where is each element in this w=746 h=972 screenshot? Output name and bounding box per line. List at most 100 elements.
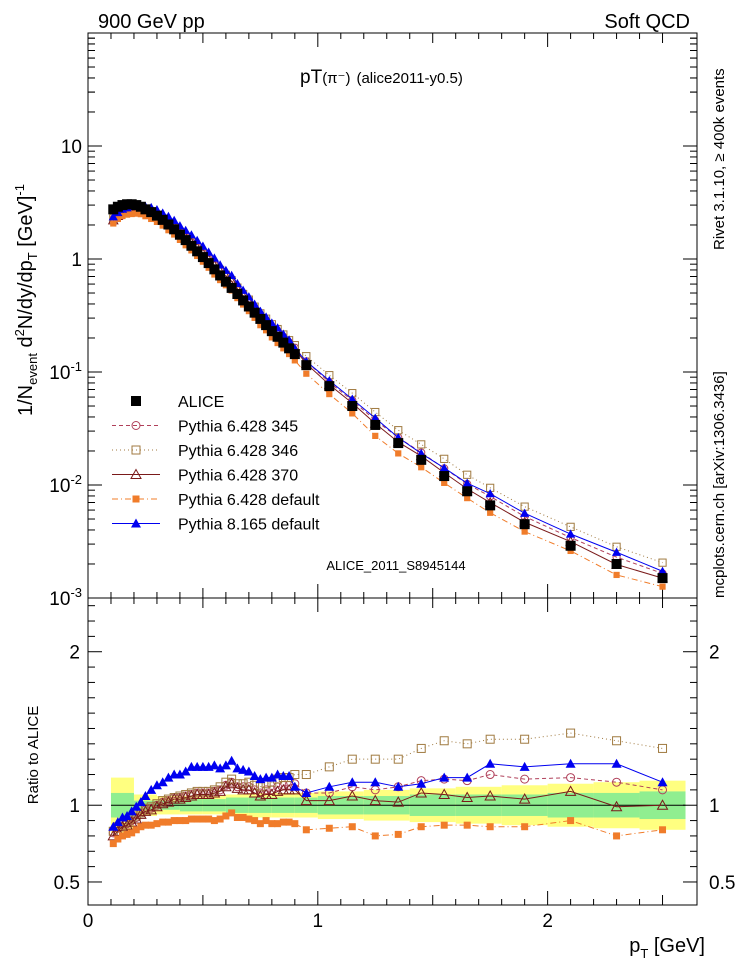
ratio-point-pdefault bbox=[222, 812, 230, 820]
ratio-point-p346 bbox=[566, 728, 576, 738]
ratio-point-pdefault bbox=[567, 817, 575, 825]
data-point-alice bbox=[255, 313, 266, 324]
legend-marker-p8 bbox=[131, 518, 141, 528]
data-point-pdefault bbox=[487, 509, 494, 516]
data-point-p8 bbox=[611, 547, 622, 556]
y-tick-label: 10 bbox=[61, 137, 82, 158]
main-frame bbox=[87, 32, 698, 599]
ratio-point-p345 bbox=[566, 773, 576, 783]
data-point-p8 bbox=[485, 489, 495, 498]
ratio-point-p345 bbox=[612, 777, 622, 787]
x-tick-label: 0 bbox=[83, 911, 94, 932]
data-point-p8 bbox=[462, 478, 472, 487]
legend-marker-p346 bbox=[131, 445, 141, 455]
ratio-point-pdefault bbox=[262, 817, 270, 825]
data-point-pdefault bbox=[142, 213, 149, 220]
ratio-point-p346 bbox=[250, 780, 260, 790]
ratio-point-pdefault bbox=[182, 817, 190, 825]
ratio-point-pdefault bbox=[325, 824, 333, 832]
data-point-p8 bbox=[657, 566, 668, 575]
legend: ALICE Pythia 6.428 345 Pythia 6.428 346 Pyt… bbox=[112, 394, 320, 534]
ratio-point-pdefault bbox=[348, 823, 356, 831]
ratio-point-p346 bbox=[612, 736, 622, 746]
ratio-point-p8 bbox=[272, 769, 283, 779]
data-point-p8 bbox=[520, 508, 530, 517]
legend-label-alice: ALICE bbox=[178, 394, 224, 411]
ratio-point-p346 bbox=[163, 794, 173, 804]
data-point-pdefault bbox=[182, 242, 189, 249]
ratio-point-p8 bbox=[112, 817, 123, 827]
data-point-pdefault bbox=[257, 322, 264, 329]
plot-title: pT(π⁻) (alice2011-y0.5) bbox=[300, 67, 463, 88]
ratio-point-pdefault bbox=[394, 830, 402, 838]
ratio-point-p370 bbox=[518, 793, 531, 804]
data-point-alice bbox=[140, 204, 151, 215]
ratio-point-p8 bbox=[565, 758, 576, 768]
legend-marker-p345 bbox=[131, 421, 141, 430]
ratio-point-p8 bbox=[146, 784, 157, 794]
legend-label-p8: Pythia 8.165 default bbox=[178, 517, 320, 534]
ratio-point-p8 bbox=[301, 787, 312, 797]
plot-title-main: pT bbox=[300, 67, 323, 88]
data-point-alice bbox=[238, 295, 249, 306]
data-point-alice bbox=[272, 331, 283, 342]
data-point-pdefault bbox=[613, 571, 620, 579]
ratio-point-p370 bbox=[197, 788, 209, 799]
ratio-point-p370 bbox=[484, 789, 497, 801]
ratio-point-p346 bbox=[238, 779, 248, 789]
ratio-point-p8 bbox=[657, 777, 668, 787]
y-tick-label: 10-1 bbox=[49, 359, 82, 384]
data-point-pdefault bbox=[159, 222, 166, 229]
ratio-point-p370 bbox=[125, 816, 138, 827]
ratio-point-p8 bbox=[220, 760, 231, 770]
header-right: Soft QCD bbox=[604, 11, 690, 33]
data-point-pdefault bbox=[659, 583, 666, 590]
data-point-alice bbox=[180, 235, 191, 246]
data-point-alice bbox=[370, 419, 381, 430]
ratio-point-p8 bbox=[439, 772, 450, 782]
ratio-point-p370 bbox=[438, 788, 451, 799]
data-point-alice bbox=[289, 349, 300, 360]
data-point-alice bbox=[519, 519, 530, 530]
ratio-point-p346 bbox=[462, 739, 472, 749]
ratio-point-p8 bbox=[174, 769, 185, 779]
ratio-point-p346 bbox=[227, 774, 237, 784]
ratio-point-p370 bbox=[168, 793, 181, 804]
ratio-point-p346 bbox=[301, 770, 311, 780]
ratio-point-p8 bbox=[209, 760, 220, 770]
data-point-p8 bbox=[347, 394, 357, 403]
data-point-pdefault bbox=[133, 210, 140, 217]
ratio-point-pdefault bbox=[123, 830, 131, 838]
ratio-point-pdefault bbox=[256, 820, 264, 828]
ratio-point-p345 bbox=[485, 770, 495, 780]
ratio-point-pdefault bbox=[216, 815, 224, 823]
ratio-point-p370 bbox=[151, 800, 163, 812]
ratio-point-pdefault bbox=[274, 820, 282, 828]
mcplots-side-label: mcplots.cern.ch [arXiv:1306.3436] bbox=[711, 371, 728, 598]
ratio-point-p346 bbox=[192, 786, 202, 796]
data-point-pdefault bbox=[521, 528, 528, 535]
ratio-point-p346 bbox=[198, 786, 208, 796]
ratio-point-p346 bbox=[152, 799, 162, 809]
ratio-point-p346 bbox=[324, 762, 334, 772]
ratio-point-pdefault bbox=[291, 820, 299, 828]
data-point-p8 bbox=[370, 413, 380, 422]
ratio-point-p8 bbox=[289, 781, 300, 791]
legend-label-p370: Pythia 6.428 370 bbox=[178, 468, 298, 485]
legend-label-p346: Pythia 6.428 346 bbox=[178, 443, 298, 460]
ratio-point-p370 bbox=[145, 803, 158, 815]
ratio-y-tick-label-right: 1 bbox=[709, 796, 720, 817]
ratio-point-p370 bbox=[162, 796, 175, 807]
ratio-point-p8 bbox=[238, 764, 249, 774]
ratio-point-p370 bbox=[135, 808, 147, 819]
ratio-point-p345 bbox=[520, 774, 530, 784]
ratio-y-tick-label: 1 bbox=[69, 796, 80, 817]
data-point-pdefault bbox=[123, 211, 131, 218]
data-point-alice bbox=[462, 486, 473, 497]
ratio-point-pdefault bbox=[210, 817, 218, 825]
ratio-point-p8 bbox=[122, 810, 133, 820]
data-point-pdefault bbox=[171, 231, 178, 238]
ratio-ylabel: Ratio to ALICE bbox=[25, 706, 42, 804]
ratio-point-p8 bbox=[324, 781, 335, 791]
watermark: ALICE_2011_S8945144 bbox=[326, 558, 465, 573]
